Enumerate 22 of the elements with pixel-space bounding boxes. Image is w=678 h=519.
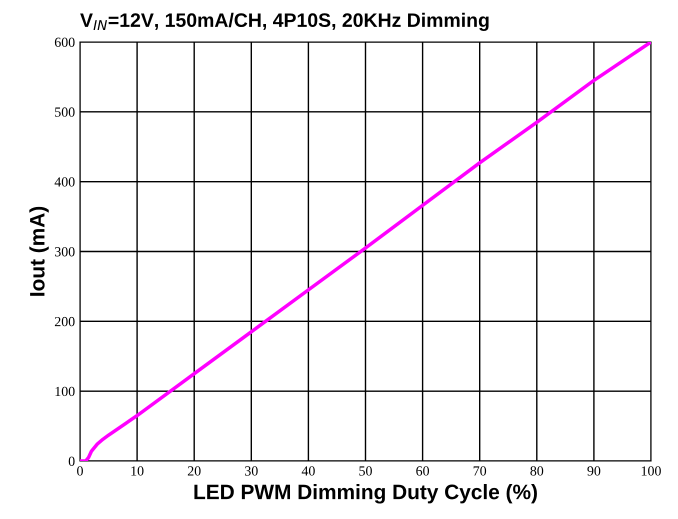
- y-tick-label: 400: [54, 177, 75, 187]
- x-tick-label: 70: [474, 466, 486, 476]
- y-tick-label: 0: [68, 456, 75, 466]
- x-tick-label: 90: [587, 466, 600, 476]
- y-axis-title: Iout (mA): [29, 206, 49, 296]
- x-tick-label: 100: [642, 466, 661, 476]
- x-tick-label: 80: [530, 466, 544, 476]
- x-tick-label: 40: [302, 466, 315, 476]
- y-tick-label: 300: [54, 247, 75, 256]
- x-tick-label: 0: [77, 466, 83, 476]
- y-tick-label: 500: [55, 107, 75, 117]
- x-tick-label: 10: [131, 466, 144, 476]
- x-axis-title: LED PWM Dimming Duty Cycle (%): [194, 484, 537, 504]
- x-tick-label: 50: [359, 466, 372, 476]
- y-tick-label: 600: [54, 38, 75, 47]
- line-series: [80, 42, 651, 461]
- chart-title: V$_{IN}$=12V, 150mA/CH, 4P10S, 20KHz Dimming: [80, 12, 489, 31]
- y-tick-label: 200: [54, 316, 75, 326]
- y-tick-label: 100: [56, 386, 75, 396]
- x-tick-label: 30: [245, 466, 258, 476]
- x-tick-label: 20: [188, 466, 201, 476]
- x-tick-label: 60: [416, 466, 430, 476]
